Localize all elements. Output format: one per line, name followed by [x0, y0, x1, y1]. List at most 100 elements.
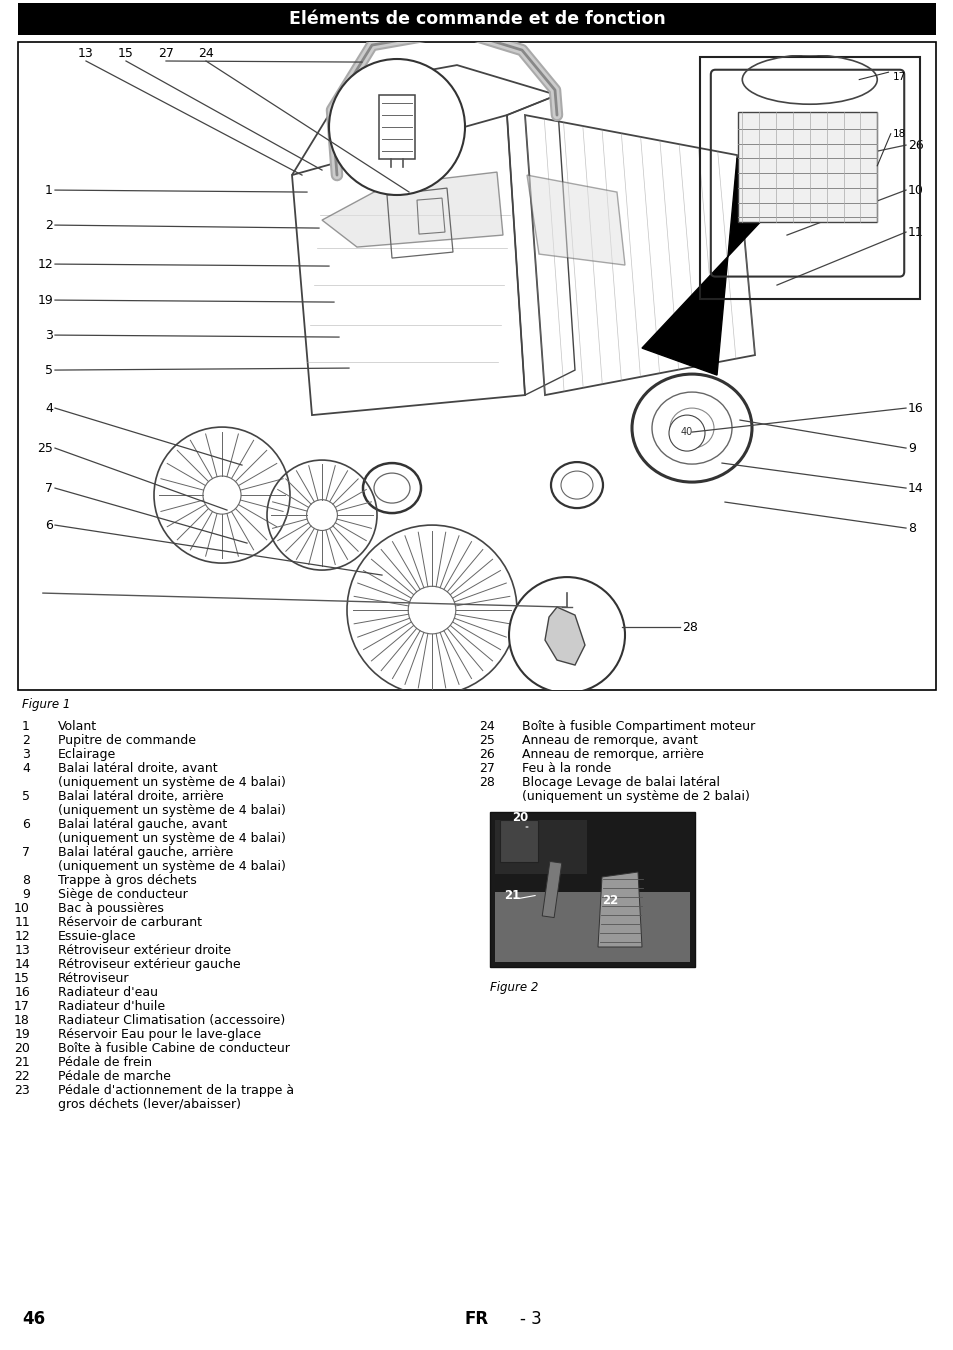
Text: Rétroviseur: Rétroviseur — [58, 972, 130, 986]
Text: Radiateur Climatisation (accessoire): Radiateur Climatisation (accessoire) — [58, 1014, 285, 1027]
Text: 12: 12 — [14, 930, 30, 944]
Text: 4: 4 — [22, 761, 30, 775]
Text: 9: 9 — [22, 888, 30, 900]
Text: 21: 21 — [14, 1056, 30, 1069]
Text: 10: 10 — [14, 902, 30, 915]
Text: 16: 16 — [907, 401, 923, 414]
Polygon shape — [322, 171, 502, 247]
Text: 11: 11 — [14, 917, 30, 929]
Text: Essuie-glace: Essuie-glace — [58, 930, 136, 944]
Text: 2: 2 — [22, 734, 30, 747]
Text: Réservoir Eau pour le lave-glace: Réservoir Eau pour le lave-glace — [58, 1027, 261, 1041]
Bar — [18, 3, 935, 35]
Text: 14: 14 — [907, 482, 923, 494]
Text: 46: 46 — [22, 1310, 45, 1328]
Bar — [378, 95, 415, 159]
Text: Figure 1: Figure 1 — [22, 698, 71, 711]
Text: Balai latéral droite, avant: Balai latéral droite, avant — [58, 761, 217, 775]
Text: (uniquement un système de 2 balai): (uniquement un système de 2 balai) — [521, 790, 749, 803]
Text: 4: 4 — [45, 401, 53, 414]
Text: 26: 26 — [478, 748, 495, 761]
Text: 9: 9 — [907, 441, 915, 455]
Text: 1: 1 — [45, 184, 53, 197]
Text: 22: 22 — [14, 1071, 30, 1083]
Circle shape — [668, 414, 704, 451]
Polygon shape — [641, 158, 794, 375]
Text: 5: 5 — [22, 790, 30, 803]
Text: Balai latéral gauche, avant: Balai latéral gauche, avant — [58, 818, 227, 832]
Text: Bac à poussières: Bac à poussières — [58, 902, 164, 915]
Text: 24: 24 — [198, 47, 213, 59]
Text: 1: 1 — [22, 720, 30, 733]
Text: 2: 2 — [45, 219, 53, 232]
Text: 19: 19 — [14, 1027, 30, 1041]
Text: 15: 15 — [118, 47, 133, 59]
Text: 16: 16 — [14, 986, 30, 999]
Text: 7: 7 — [22, 846, 30, 859]
Polygon shape — [598, 872, 641, 946]
Text: 13: 13 — [14, 944, 30, 957]
Text: Eléments de commande et de fonction: Eléments de commande et de fonction — [289, 9, 664, 28]
Polygon shape — [526, 176, 624, 265]
Text: 3: 3 — [22, 748, 30, 761]
Text: Boîte à fusible Cabine de conducteur: Boîte à fusible Cabine de conducteur — [58, 1042, 290, 1054]
Text: Rétroviseur extérieur droite: Rétroviseur extérieur droite — [58, 944, 231, 957]
Text: - 3: - 3 — [519, 1310, 541, 1328]
Text: 25: 25 — [478, 734, 495, 747]
Text: Balai latéral gauche, arrière: Balai latéral gauche, arrière — [58, 846, 233, 859]
Bar — [541, 861, 561, 918]
Text: 25: 25 — [37, 441, 53, 455]
Text: 13: 13 — [78, 47, 93, 59]
Text: 28: 28 — [478, 776, 495, 788]
Bar — [737, 112, 877, 223]
Text: (uniquement un système de 4 balai): (uniquement un système de 4 balai) — [58, 832, 286, 845]
Text: Pédale de marche: Pédale de marche — [58, 1071, 171, 1083]
Text: Pédale d'actionnement de la trappe à: Pédale d'actionnement de la trappe à — [58, 1084, 294, 1098]
Text: Pédale de frein: Pédale de frein — [58, 1056, 152, 1069]
Bar — [499, 819, 537, 863]
Text: 3: 3 — [45, 328, 53, 342]
Text: Blocage Levage de balai latéral: Blocage Levage de balai latéral — [521, 776, 720, 788]
Text: Anneau de remorque, arrière: Anneau de remorque, arrière — [521, 748, 703, 761]
Text: Feu à la ronde: Feu à la ronde — [521, 761, 611, 775]
Text: 19: 19 — [37, 293, 53, 306]
Text: 20: 20 — [512, 811, 528, 824]
Text: 18: 18 — [14, 1014, 30, 1027]
Text: 5: 5 — [45, 363, 53, 377]
Bar — [495, 819, 587, 873]
Text: 8: 8 — [907, 521, 915, 535]
Text: 18: 18 — [892, 128, 905, 139]
Circle shape — [329, 59, 464, 194]
Text: Figure 2: Figure 2 — [490, 981, 537, 994]
Text: 12: 12 — [37, 258, 53, 270]
Text: Trappe à gros déchets: Trappe à gros déchets — [58, 873, 196, 887]
Bar — [495, 892, 689, 963]
Text: Réservoir de carburant: Réservoir de carburant — [58, 917, 202, 929]
Text: 23: 23 — [14, 1084, 30, 1098]
Text: 6: 6 — [22, 818, 30, 832]
Polygon shape — [544, 608, 584, 666]
Text: (uniquement un système de 4 balai): (uniquement un système de 4 balai) — [58, 860, 286, 873]
Text: 40: 40 — [680, 427, 693, 437]
Text: 17: 17 — [892, 72, 905, 82]
Text: 21: 21 — [503, 890, 519, 902]
Bar — [490, 811, 695, 967]
Text: Siège de conducteur: Siège de conducteur — [58, 888, 188, 900]
Text: 11: 11 — [907, 225, 923, 239]
Text: 22: 22 — [601, 894, 618, 907]
Text: 8: 8 — [22, 873, 30, 887]
Text: Volant: Volant — [58, 720, 97, 733]
Text: FR: FR — [464, 1310, 489, 1328]
Text: 14: 14 — [14, 958, 30, 971]
Text: 27: 27 — [158, 47, 173, 59]
Text: (uniquement un système de 4 balai): (uniquement un système de 4 balai) — [58, 776, 286, 788]
Text: Radiateur d'huile: Radiateur d'huile — [58, 1000, 165, 1012]
Text: gros déchets (lever/abaisser): gros déchets (lever/abaisser) — [58, 1098, 241, 1111]
Text: 17: 17 — [14, 1000, 30, 1012]
Text: 6: 6 — [45, 518, 53, 532]
Text: 15: 15 — [14, 972, 30, 986]
Text: Anneau de remorque, avant: Anneau de remorque, avant — [521, 734, 698, 747]
Text: Boîte à fusible Compartiment moteur: Boîte à fusible Compartiment moteur — [521, 720, 755, 733]
Text: (uniquement un système de 4 balai): (uniquement un système de 4 balai) — [58, 805, 286, 817]
Text: 26: 26 — [907, 139, 923, 151]
